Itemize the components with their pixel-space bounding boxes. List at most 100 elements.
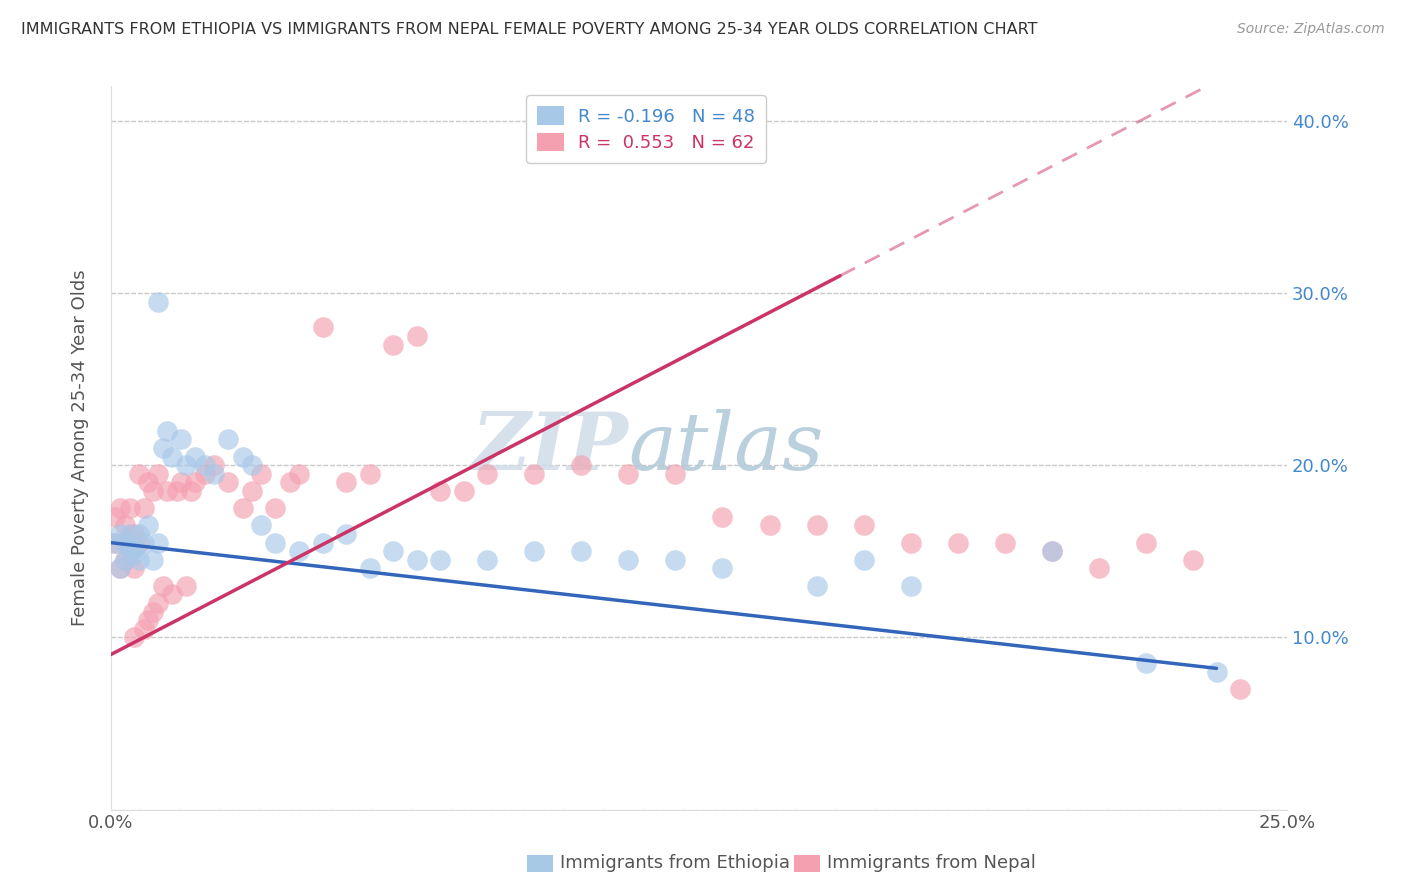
Point [132,501,155,516]
Point [1088,561,1111,575]
Point [108,561,131,575]
Point [1040,544,1063,558]
Point [1229,681,1251,696]
Point [194,467,217,481]
Point [118,544,141,558]
Point [1205,665,1227,679]
Point [382,544,405,558]
Point [114,518,136,533]
Point [852,518,875,533]
Point [806,518,828,533]
Point [1135,656,1157,670]
Point [160,450,183,464]
Point [758,518,780,533]
Point [118,501,141,516]
Point [278,475,301,490]
Point [900,535,922,549]
Point [946,535,969,549]
Point [142,483,165,498]
Point [170,475,193,490]
Text: ZIP: ZIP [471,409,628,487]
Point [429,553,451,567]
Text: Immigrants from Ethiopia: Immigrants from Ethiopia [560,855,790,872]
Point [118,544,141,558]
Point [1181,553,1204,567]
Legend: R = -0.196   N = 48, R =  0.553   N = 62: R = -0.196 N = 48, R = 0.553 N = 62 [526,95,766,163]
Point [335,475,357,490]
Point [477,467,499,481]
Point [124,541,146,555]
Point [160,587,183,601]
Point [174,458,197,472]
Point [142,605,165,619]
Point [359,467,381,481]
Point [146,535,169,549]
Point [900,579,922,593]
Point [264,501,287,516]
Point [994,535,1017,549]
Text: IMMIGRANTS FROM ETHIOPIA VS IMMIGRANTS FROM NEPAL FEMALE POVERTY AMONG 25-34 YEA: IMMIGRANTS FROM ETHIOPIA VS IMMIGRANTS F… [21,22,1038,37]
Point [523,467,546,481]
Point [231,501,253,516]
Point [429,483,451,498]
Point [1040,544,1063,558]
Point [382,337,405,351]
Point [405,553,427,567]
Point [114,553,136,567]
Point [194,458,217,472]
Point [806,579,828,593]
Point [132,535,155,549]
Point [335,527,357,541]
Point [231,450,253,464]
Point [288,467,311,481]
Point [132,622,155,636]
Point [1135,535,1157,549]
Point [114,535,136,549]
Point [569,458,592,472]
Point [146,596,169,610]
Point [359,561,381,575]
Point [104,535,127,549]
Point [152,579,174,593]
Point [240,483,263,498]
Point [146,294,169,309]
Point [104,509,127,524]
Point [664,467,686,481]
Point [711,509,734,524]
Point [711,561,734,575]
Point [217,433,239,447]
Point [264,535,287,549]
Point [569,544,592,558]
Point [311,320,333,334]
Point [174,579,197,593]
Point [128,527,150,541]
Point [146,467,169,481]
Point [453,483,475,498]
Text: Immigrants from Nepal: Immigrants from Nepal [827,855,1036,872]
Point [124,548,146,562]
Point [138,475,160,490]
Point [108,527,131,541]
Point [311,535,333,549]
Point [523,544,546,558]
Point [128,553,150,567]
Point [128,535,150,549]
Point [114,553,136,567]
Point [617,467,640,481]
Point [250,518,273,533]
Point [124,561,146,575]
Point [477,553,499,567]
Point [617,553,640,567]
Point [288,544,311,558]
Point [405,329,427,343]
Point [180,483,202,498]
Point [138,613,160,627]
Text: atlas: atlas [628,409,824,487]
Point [156,424,179,438]
Y-axis label: Female Poverty Among 25-34 Year Olds: Female Poverty Among 25-34 Year Olds [72,269,89,626]
Point [166,483,188,498]
Point [202,467,225,481]
Point [184,450,207,464]
Point [128,467,150,481]
Point [104,535,127,549]
